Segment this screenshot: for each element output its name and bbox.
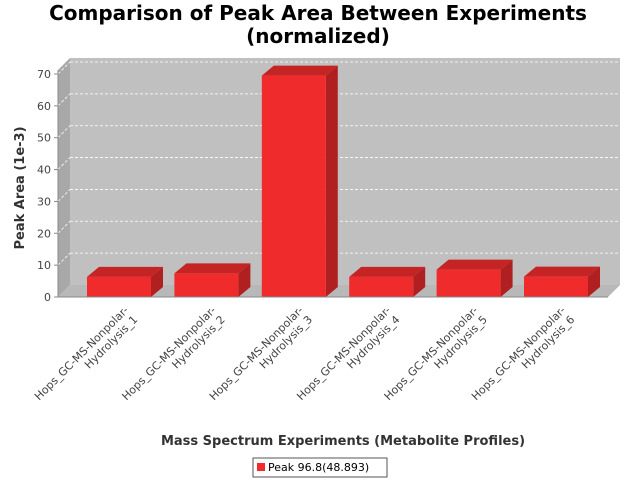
bar-front <box>349 276 414 297</box>
plot-back-wall <box>70 58 620 285</box>
bar-front <box>524 276 588 297</box>
bar-side <box>325 65 338 297</box>
plot-side-wall <box>58 58 70 297</box>
legend: Peak 96.8(48.893) <box>252 457 388 478</box>
bar-side <box>151 266 163 297</box>
bar-side <box>413 266 426 297</box>
gridline-side <box>57 125 71 138</box>
y-tick-label: 20 <box>37 227 51 240</box>
gridline-side <box>57 221 71 234</box>
x-axis-label: Mass Spectrum Experiments (Metabolite Pr… <box>161 434 525 449</box>
y-tick-label: 40 <box>37 164 51 177</box>
y-tick-label: 60 <box>37 100 51 113</box>
bar <box>524 266 600 297</box>
bar <box>174 263 251 297</box>
bar-front <box>436 269 501 297</box>
bar <box>349 266 426 297</box>
bar-top <box>436 259 513 270</box>
gridline-side <box>57 252 71 266</box>
x-axis: Hops_GC-MS-Nonpolar-Hydrolysis_1Hops_GC-… <box>32 296 608 403</box>
bar <box>87 266 163 297</box>
gridline-side <box>57 61 71 75</box>
legend-box <box>252 457 388 478</box>
bar <box>261 65 338 297</box>
y-tick-label: 0 <box>44 291 51 304</box>
legend-swatch <box>257 463 265 471</box>
legend-label: Peak 96.8(48.893) <box>268 461 369 474</box>
y-axis: 0 10 20 30 40 50 60 70 <box>37 68 59 304</box>
chart-title-line1: Comparison of Peak Area Between Experime… <box>49 1 587 25</box>
bar-side <box>588 266 600 297</box>
gridline-side <box>57 189 71 202</box>
bar-top <box>87 266 163 277</box>
bars <box>87 65 600 297</box>
chart-title-line2: (normalized) <box>246 24 390 48</box>
gridlines <box>57 61 620 266</box>
bar-side <box>238 263 251 297</box>
y-axis-label: Peak Area (1e-3) <box>13 126 28 249</box>
bar-top <box>174 263 251 274</box>
gridline-side <box>57 93 71 107</box>
bar-top <box>349 266 426 277</box>
y-tick-label: 30 <box>37 195 51 208</box>
bar-top <box>261 65 338 76</box>
bar-top <box>524 266 600 277</box>
bar-front <box>87 276 151 297</box>
bar-front <box>261 75 326 297</box>
y-tick-label: 10 <box>37 259 51 272</box>
y-tick-label: 70 <box>37 68 51 81</box>
y-tick-label: 50 <box>37 132 51 145</box>
bar-front <box>174 273 239 297</box>
bar <box>436 259 513 297</box>
x-tick-label-line: Hops_GC-MS-Nonpolar- <box>32 304 131 403</box>
gridline-side <box>57 157 71 170</box>
bar-side <box>500 259 513 297</box>
